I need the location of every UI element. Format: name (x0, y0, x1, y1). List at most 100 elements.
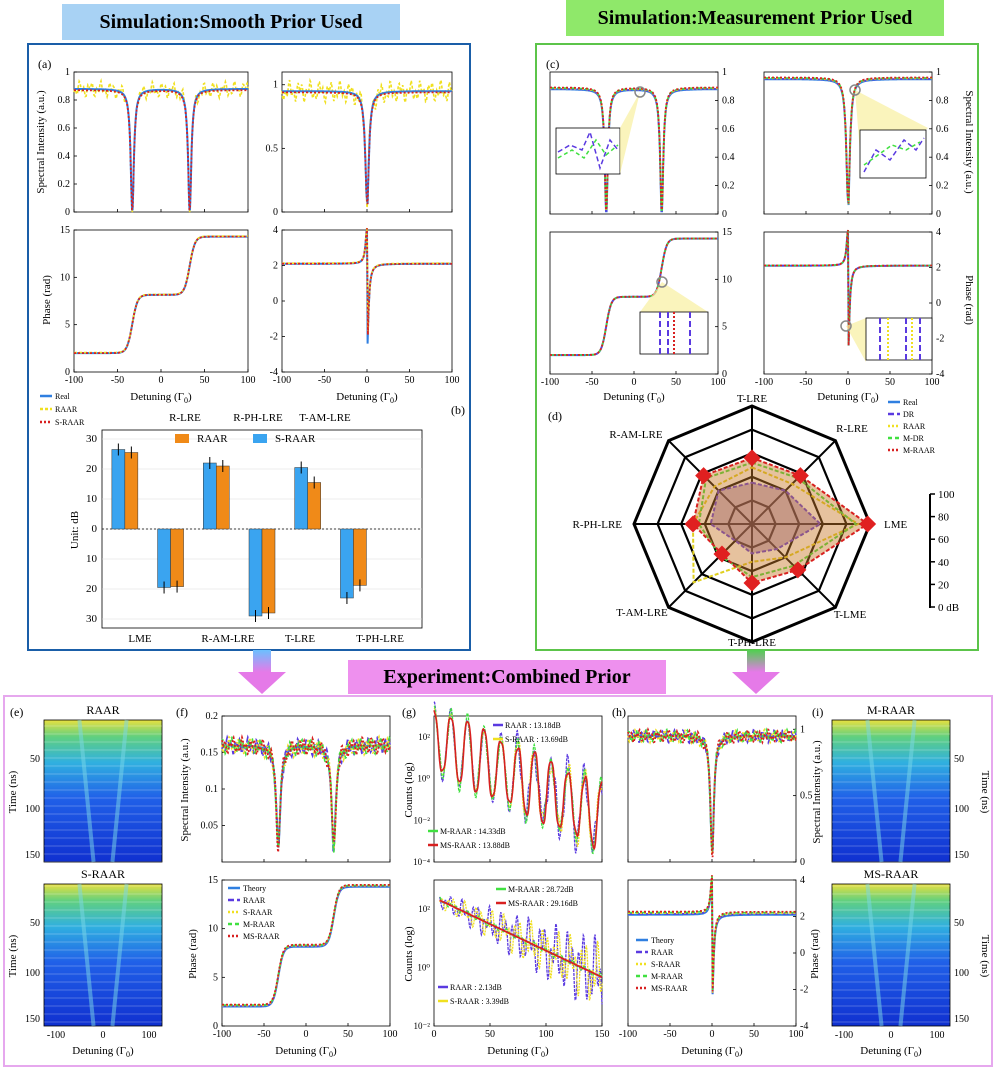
y-tick-label: 0 (936, 209, 941, 220)
line-h-4 (627, 727, 797, 858)
magnifier-icon (840, 320, 852, 332)
panel-b-label: (b) (451, 403, 465, 417)
bar-category-bottom: T-LRE (285, 633, 315, 645)
y-tick-label: 5 (213, 972, 218, 983)
legend-h-label: M-RAAR (651, 972, 684, 981)
heatmap-raar-title: RAAR (86, 703, 119, 717)
heatmap-sraar-title: S-RAAR (81, 867, 125, 881)
y-tick-label: 100 (25, 804, 40, 815)
y-tick-label: 0.05 (201, 821, 219, 832)
legend-f-label: MS-RAAR (243, 932, 280, 941)
line-g-msraar (439, 899, 603, 979)
legend-c-label: DR (903, 410, 915, 419)
radar-axis-label: T-PH-LRE (728, 637, 776, 649)
line-f-3 (221, 734, 391, 853)
radar-axis-label: T-AM-LRE (616, 607, 668, 619)
x-tick-label: -50 (257, 1029, 270, 1040)
y-tick-label: 10 (60, 272, 70, 283)
y-tick-label: 15 (208, 875, 218, 886)
line-h-4 (628, 875, 796, 992)
x-tick-label: 50 (343, 1029, 353, 1040)
y-tick-label: 0 (273, 296, 278, 307)
y-tick-label: 0 (722, 369, 727, 380)
bar-raar (307, 482, 321, 530)
y-tick-label: 50 (954, 754, 964, 765)
plot-a-r-phase (73, 229, 249, 373)
legend-g-top-label: S-RAAR : 13.69dB (505, 735, 568, 744)
radar-marker (859, 515, 877, 533)
y-tick-label: 0 (936, 298, 941, 309)
radar-scale-label: 0 dB (938, 602, 959, 614)
x-tick-label: 0 (710, 1029, 715, 1040)
y-tick-label: 0.4 (722, 152, 735, 163)
bar-s-raar (157, 528, 171, 588)
radar-axis-label: T-LME (834, 609, 867, 621)
x-tick-label: 50 (485, 1029, 495, 1040)
y-tick-label: -2 (800, 985, 808, 996)
bar-raar (353, 528, 367, 586)
xlabel-h: Detuning (Γ0) (681, 1045, 743, 1059)
panel-a-label: (a) (38, 57, 51, 71)
y-tick-label: -4 (800, 1021, 808, 1032)
line-real (74, 88, 248, 211)
x-tick-label: 0 (159, 375, 164, 386)
x-tick-label: 100 (711, 377, 726, 388)
radar-spoke (667, 523, 753, 609)
y-tick-label: 10 (722, 274, 732, 285)
legend-g-bottom-label: RAAR : 2.13dB (450, 983, 502, 992)
plot-c-r-intensity (549, 71, 719, 215)
y-tick-label: 0.4 (936, 152, 949, 163)
y-tick-label: 1 (65, 67, 70, 78)
legend-b-sraar: S-RAAR (275, 433, 316, 445)
panel-e-label: (e) (10, 705, 23, 719)
plot-h-intensity (627, 715, 797, 863)
inset-box (859, 129, 927, 179)
legend-c-label: RAAR (903, 422, 926, 431)
y-tick-label: 30 (86, 433, 98, 445)
radar-series-raar (691, 466, 861, 584)
plot-a-r-phase-box (73, 229, 249, 373)
x-tick-label: -100 (273, 375, 291, 386)
y-tick-label: 50 (954, 918, 964, 929)
banner-measurement-prior: Simulation:Measurement Prior Used (566, 0, 944, 36)
x-tick-label: 100 (142, 1030, 157, 1041)
xlabel-c-left: Detuning (Γ0) (603, 391, 665, 405)
y-tick-label: 0.6 (58, 123, 71, 134)
radar-scale-label: 60 (938, 534, 950, 546)
radar-axis-label: R-AM-LRE (609, 429, 662, 441)
x-tick-label: 100 (539, 1029, 554, 1040)
bar-raar (261, 528, 276, 614)
y-tick-label: 100 (954, 804, 969, 815)
y-tick-label: 10⁻² (414, 815, 431, 825)
x-tick-label: -100 (541, 377, 559, 388)
radar-axis-label: R-LRE (836, 423, 868, 435)
x-tick-label: -100 (65, 375, 83, 386)
magnifier-icon (634, 86, 646, 98)
y-tick-label: 10 (86, 553, 98, 565)
line-f-4 (222, 884, 390, 1006)
ylabel-time-i2: Time (ns) (979, 935, 991, 978)
y-tick-label: 0 (92, 523, 98, 535)
legend-h-label: Theory (651, 936, 674, 945)
y-tick-label: 1 (800, 724, 805, 735)
line-g-msraar (433, 710, 603, 851)
x-tick-label: 100 (241, 375, 256, 386)
line-c-4 (764, 229, 932, 346)
y-tick-label: 20 (86, 463, 98, 475)
banner-experiment: Experiment:Combined Prior (348, 660, 666, 694)
ylabel-time-e1: Time (ns) (7, 770, 19, 813)
xlabel-i: Detuning (Γ0) (860, 1045, 922, 1059)
radar-scale-label: 40 (938, 557, 950, 569)
legend-c-label: Real (903, 398, 918, 407)
x-tick-label: 100 (930, 1030, 945, 1041)
radar-series-m-raar (691, 456, 870, 585)
y-tick-label: 0.15 (201, 748, 219, 759)
x-tick-label: 100 (789, 1029, 804, 1040)
legend-a-label: Real (55, 392, 70, 401)
line-f-4 (221, 734, 391, 853)
plot-b-bars (101, 429, 423, 629)
y-tick-label: 4 (273, 225, 278, 236)
y-tick-label: 4 (936, 227, 941, 238)
ylabel-unit: Unit: dB (69, 511, 81, 549)
